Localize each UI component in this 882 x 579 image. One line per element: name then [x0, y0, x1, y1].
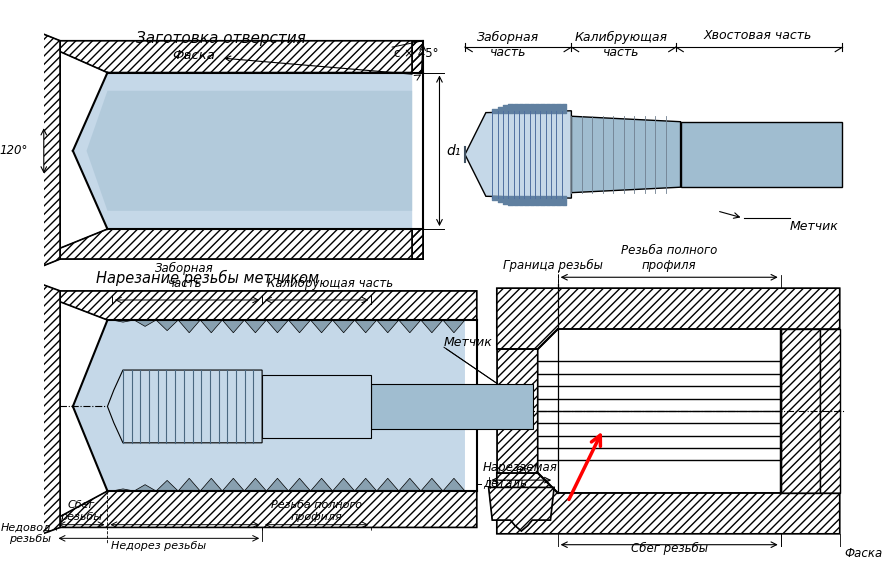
Text: Калибрующая часть: Калибрующая часть	[267, 277, 393, 290]
Polygon shape	[497, 349, 538, 473]
Polygon shape	[781, 329, 819, 493]
Polygon shape	[497, 473, 840, 534]
Text: Сбег
резьбы: Сбег резьбы	[61, 500, 102, 522]
Polygon shape	[222, 320, 244, 333]
Polygon shape	[572, 116, 681, 193]
Polygon shape	[333, 478, 355, 491]
Polygon shape	[288, 320, 310, 333]
Polygon shape	[112, 489, 134, 491]
Polygon shape	[222, 478, 244, 491]
Polygon shape	[421, 320, 443, 333]
Text: Резьба полного
профиля: Резьба полного профиля	[621, 244, 717, 272]
Polygon shape	[355, 320, 377, 333]
Text: Фаска: Фаска	[844, 547, 882, 560]
Polygon shape	[60, 491, 477, 527]
Polygon shape	[134, 485, 156, 491]
Text: Резьба полного
профиля: Резьба полного профиля	[271, 500, 363, 522]
Polygon shape	[443, 320, 465, 333]
Polygon shape	[412, 41, 423, 72]
Text: Граница резьбы: Граница резьбы	[504, 259, 603, 272]
Text: Нарезаемая
деталь: Нарезаемая деталь	[483, 461, 558, 489]
Text: Хвостовая часть: Хвостовая часть	[704, 29, 812, 42]
Polygon shape	[333, 320, 355, 333]
Polygon shape	[465, 111, 572, 198]
Polygon shape	[112, 320, 134, 322]
Polygon shape	[538, 329, 781, 493]
Text: Калибрующая
часть: Калибрующая часть	[575, 31, 668, 59]
Text: Недорез резьбы: Недорез резьбы	[111, 541, 206, 551]
Polygon shape	[399, 478, 421, 491]
Polygon shape	[310, 320, 333, 333]
Text: Фаска: Фаска	[173, 49, 215, 62]
Polygon shape	[443, 478, 465, 491]
Text: Недовод
резьбы: Недовод резьбы	[0, 523, 51, 544]
Polygon shape	[60, 291, 477, 320]
Polygon shape	[86, 91, 412, 211]
Polygon shape	[60, 41, 423, 72]
Polygon shape	[156, 320, 178, 331]
Polygon shape	[310, 478, 333, 491]
Polygon shape	[681, 122, 842, 187]
Polygon shape	[266, 478, 288, 491]
Text: c × 45°: c × 45°	[394, 47, 438, 60]
Polygon shape	[497, 288, 840, 349]
Polygon shape	[244, 478, 266, 491]
Polygon shape	[60, 229, 423, 259]
Polygon shape	[412, 229, 423, 259]
Polygon shape	[266, 320, 288, 333]
Polygon shape	[156, 481, 178, 491]
Polygon shape	[24, 32, 60, 268]
Text: Метчик: Метчик	[444, 336, 493, 349]
Polygon shape	[421, 478, 443, 491]
Polygon shape	[108, 370, 262, 443]
Polygon shape	[819, 329, 840, 493]
Polygon shape	[178, 478, 200, 491]
Polygon shape	[399, 320, 421, 333]
Text: Заборная
часть: Заборная часть	[476, 31, 539, 59]
Text: Метчик: Метчик	[789, 220, 839, 233]
Text: d₁: d₁	[447, 144, 461, 158]
Polygon shape	[26, 284, 60, 534]
Polygon shape	[262, 375, 371, 438]
Polygon shape	[178, 320, 200, 333]
Polygon shape	[73, 72, 412, 229]
Polygon shape	[377, 320, 399, 333]
Polygon shape	[355, 478, 377, 491]
Polygon shape	[200, 478, 222, 491]
Text: 120°: 120°	[0, 144, 27, 157]
Polygon shape	[377, 478, 399, 491]
Text: Сбег резьбы: Сбег резьбы	[631, 542, 707, 555]
Polygon shape	[244, 320, 266, 333]
Polygon shape	[489, 488, 554, 531]
Text: e₁: e₁	[515, 463, 527, 475]
Text: Заборная
часть: Заборная часть	[155, 262, 214, 290]
Polygon shape	[200, 320, 222, 333]
Text: Заготовка отверстия: Заготовка отверстия	[137, 31, 306, 46]
Polygon shape	[134, 320, 156, 327]
Polygon shape	[288, 478, 310, 491]
Polygon shape	[73, 320, 465, 491]
Text: Нарезание резьбы метчиком: Нарезание резьбы метчиком	[96, 270, 319, 287]
Polygon shape	[371, 384, 534, 429]
